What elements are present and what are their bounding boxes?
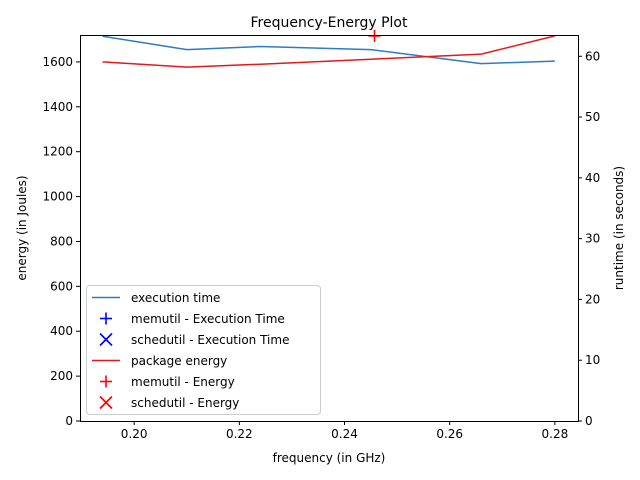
y-left-tick-label: 400 [50, 324, 73, 338]
y-right-tick-label: 50 [585, 110, 600, 124]
legend-label: memutil - Execution Time [131, 312, 285, 326]
series-point-0 [260, 46, 262, 48]
x-axis: 0.20 0.22 0.24 0.26 0.28 [121, 421, 568, 441]
y-axis-right: 0 10 20 30 40 50 60 [578, 49, 600, 428]
y-right-tick-label: 0 [585, 414, 593, 428]
x-tick-label: 0.20 [121, 427, 148, 441]
y-left-tick-label: 200 [50, 369, 73, 383]
legend-label: schedutil - Execution Time [131, 333, 289, 347]
series-point-3 [260, 63, 262, 65]
legend: execution time memutil - Execution Time sc… [86, 285, 321, 415]
legend-label: schedutil - Energy [131, 396, 239, 410]
legend-swatch-marker-d2 [99, 395, 113, 410]
series-line-3 [102, 35, 556, 68]
legend-label: memutil - Energy [131, 375, 235, 389]
y-axis-left: 0 200 400 600 800 1000 1200 1400 1600 [42, 55, 80, 428]
x-tick-label: 0.28 [542, 427, 569, 441]
y-right-tick-label: 10 [585, 353, 600, 367]
y-right-tick-label: 30 [585, 232, 600, 246]
legend-label: execution time [131, 291, 220, 305]
y-axis-right-label: runtime (in seconds) [612, 166, 626, 290]
series-point-0 [480, 63, 482, 65]
x-tick-label: 0.24 [331, 427, 358, 441]
legend-swatch-marker [99, 395, 113, 410]
legend-label: package energy [131, 354, 227, 368]
x-tick-label: 0.26 [436, 427, 463, 441]
y-left-tick-label: 1000 [42, 190, 73, 204]
series-point-3 [480, 53, 482, 55]
series-point-3 [370, 58, 372, 60]
y-right-tick-label: 20 [585, 292, 600, 306]
y-axis-left-label: energy (in Joules) [15, 175, 29, 280]
legend-frame [86, 285, 321, 415]
legend-swatch-marker [100, 375, 112, 388]
y-left-tick-label: 1600 [42, 55, 73, 69]
series-point-0 [554, 60, 556, 62]
y-left-tick-label: 1200 [42, 145, 73, 159]
y-left-tick-label: 1400 [42, 100, 73, 114]
legend-swatch-marker [100, 312, 112, 325]
y-left-tick-label: 800 [50, 234, 73, 248]
series-line-0 [102, 35, 555, 65]
series-point-3 [102, 61, 104, 63]
y-right-tick-label: 60 [585, 49, 600, 63]
series-point-3 [186, 66, 188, 68]
series-point-0 [186, 49, 188, 51]
plot-frame [80, 35, 579, 422]
x-axis-label: frequency (in GHz) [273, 451, 386, 465]
plot-area [80, 29, 579, 422]
x-tick-label: 0.22 [226, 427, 253, 441]
chart-title: Frequency-Energy Plot [251, 15, 408, 31]
legend-items: execution time memutil - Execution Time sc… [92, 291, 289, 410]
y-right-tick-label: 40 [585, 171, 600, 185]
y-left-tick-label: 0 [65, 414, 73, 428]
y-left-tick-label: 600 [50, 279, 73, 293]
legend-swatch-marker-d2 [99, 332, 113, 347]
series-point-0 [370, 49, 372, 51]
legend-swatch-marker [99, 332, 113, 347]
